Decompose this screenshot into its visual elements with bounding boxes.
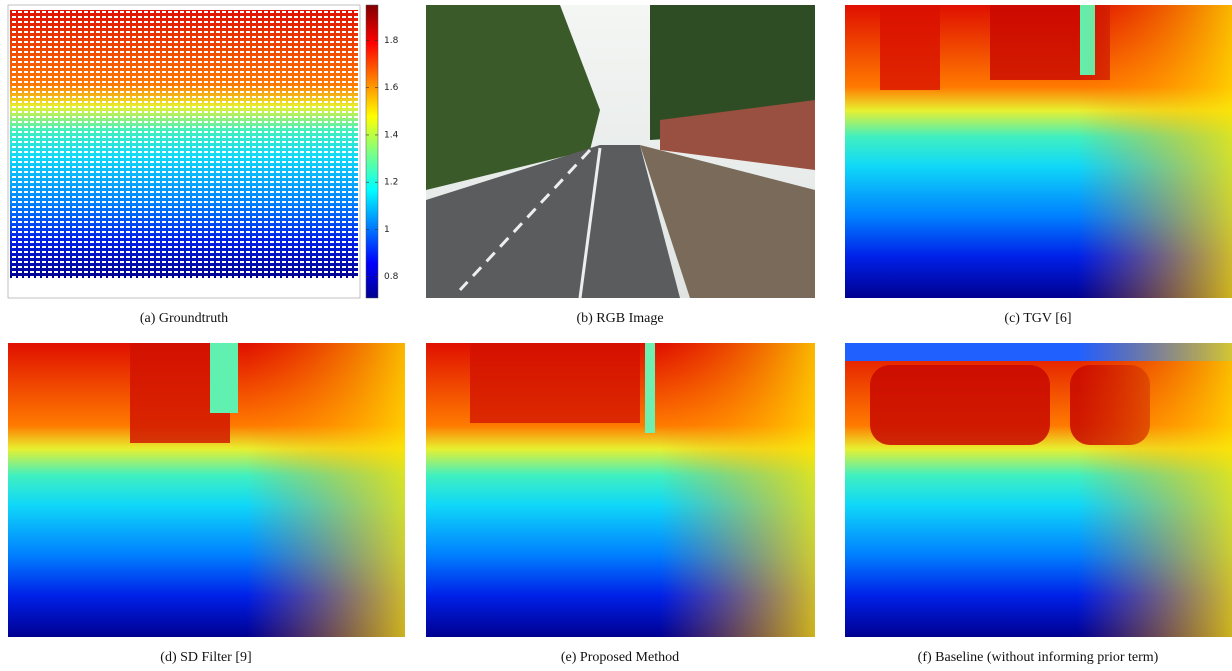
colorbar-tick-label: 1.2 bbox=[384, 178, 398, 188]
colorbar-tick-label: 1.6 bbox=[384, 83, 399, 93]
colorbar-tick-label: 1.8 bbox=[384, 36, 399, 46]
colorbar-tick-label: 0.8 bbox=[384, 272, 399, 282]
sd-filter-map bbox=[8, 343, 405, 637]
colorbar-tick-label: 1.4 bbox=[384, 130, 399, 140]
baseline-map bbox=[845, 343, 1232, 637]
caption: (c) TGV [6] bbox=[1004, 311, 1071, 326]
proposed-map bbox=[426, 343, 815, 637]
figure: (a) Groundtruth (b) RGB Image (c) TGV [6] (… bbox=[0, 0, 1232, 671]
caption: (b) RGB Image bbox=[576, 311, 663, 326]
colorbar bbox=[366, 5, 378, 298]
tgv-map bbox=[845, 5, 1232, 298]
caption: (e) Proposed Method bbox=[561, 650, 679, 665]
caption: (d) SD Filter [9] bbox=[160, 650, 251, 665]
groundtruth-map bbox=[10, 10, 358, 278]
rgb-image bbox=[426, 5, 815, 298]
page: (a) Groundtruth (b) RGB Image (c) TGV [6] (… bbox=[0, 0, 1232, 671]
caption: (f) Baseline (without informing prior te… bbox=[918, 650, 1159, 665]
caption: (a) Groundtruth bbox=[140, 311, 228, 326]
colorbar-tick-label: 1 bbox=[384, 225, 390, 235]
